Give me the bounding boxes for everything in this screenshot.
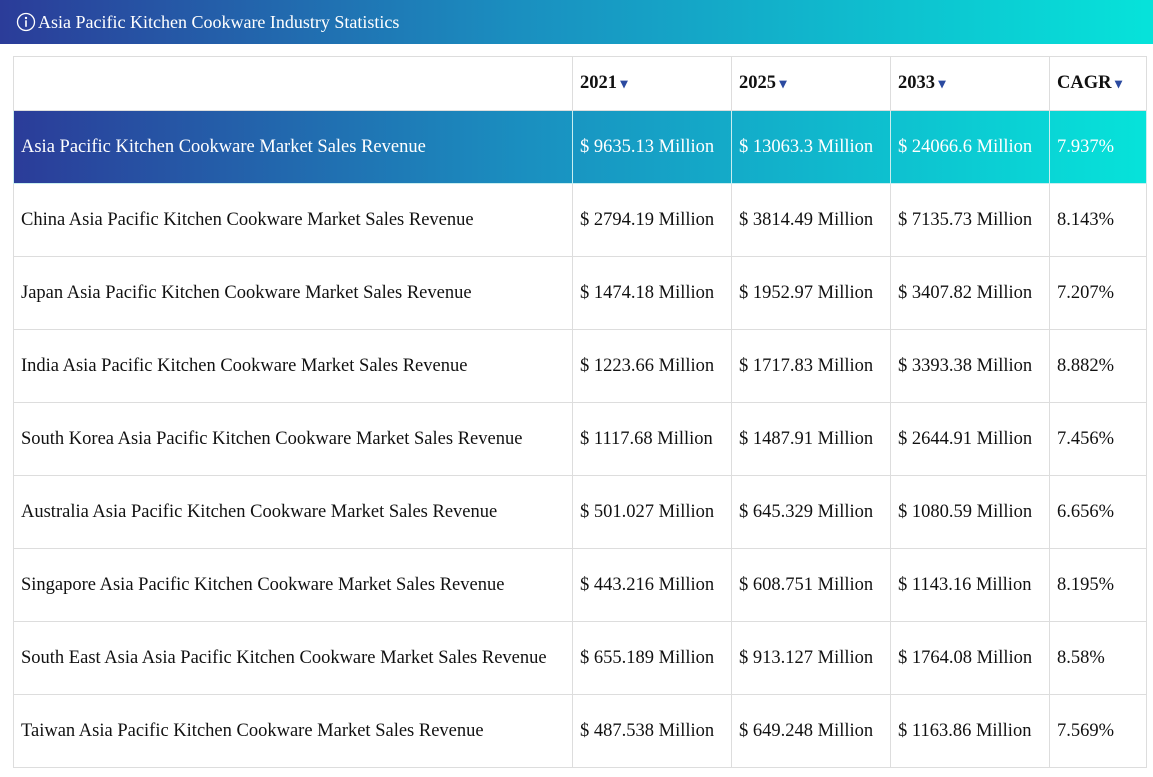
table-body: Asia Pacific Kitchen Cookware Market Sal… [13, 110, 1147, 768]
cell: 6.656% [1049, 475, 1147, 549]
cell: $ 501.027 Million [572, 475, 732, 549]
table-row: South Korea Asia Pacific Kitchen Cookwar… [13, 402, 1147, 476]
column-header[interactable]: 2025 [731, 56, 891, 111]
cell: $ 913.127 Million [731, 621, 891, 695]
title: Asia Pacific Kitchen Cookware Industry S… [38, 11, 400, 32]
cell: $ 24066.6 Million [890, 110, 1050, 184]
row-label: China Asia Pacific Kitchen Cookware Mark… [13, 183, 573, 257]
stats-table: 202120252033CAGR Asia Pacific Kitchen Co… [13, 56, 1147, 768]
cell: $ 1764.08 Million [890, 621, 1050, 695]
cell: 8.195% [1049, 548, 1147, 622]
row-label: Japan Asia Pacific Kitchen Cookware Mark… [13, 256, 573, 330]
cell: $ 1143.16 Million [890, 548, 1050, 622]
row-label: Taiwan Asia Pacific Kitchen Cookware Mar… [13, 694, 573, 768]
cell: $ 1163.86 Million [890, 694, 1050, 768]
cell: $ 3814.49 Million [731, 183, 891, 257]
cell: 8.882% [1049, 329, 1147, 403]
column-header[interactable]: CAGR [1049, 56, 1147, 111]
cell: $ 487.538 Million [572, 694, 732, 768]
header-row: 202120252033CAGR [13, 56, 1147, 111]
cell: 8.58% [1049, 621, 1147, 695]
header-cell [13, 56, 573, 111]
table-row: Australia Asia Pacific Kitchen Cookware … [13, 475, 1147, 549]
cell: $ 3393.38 Million [890, 329, 1050, 403]
cell: $ 13063.3 Million [731, 110, 891, 184]
cell: 8.143% [1049, 183, 1147, 257]
cell: $ 2794.19 Million [572, 183, 732, 257]
table-row: South East Asia Asia Pacific Kitchen Coo… [13, 621, 1147, 695]
table-row: Japan Asia Pacific Kitchen Cookware Mark… [13, 256, 1147, 330]
row-label: Asia Pacific Kitchen Cookware Market Sal… [13, 110, 573, 184]
cell: $ 1223.66 Million [572, 329, 732, 403]
cell: $ 645.329 Million [731, 475, 891, 549]
cell: $ 443.216 Million [572, 548, 732, 622]
table-row: China Asia Pacific Kitchen Cookware Mark… [13, 183, 1147, 257]
table-row: Asia Pacific Kitchen Cookware Market Sal… [13, 110, 1147, 184]
row-label: India Asia Pacific Kitchen Cookware Mark… [13, 329, 573, 403]
row-label: Singapore Asia Pacific Kitchen Cookware … [13, 548, 573, 622]
cell: $ 1080.59 Million [890, 475, 1050, 549]
cell: 7.569% [1049, 694, 1147, 768]
cell: $ 2644.91 Million [890, 402, 1050, 476]
table-row: Taiwan Asia Pacific Kitchen Cookware Mar… [13, 694, 1147, 768]
cell: 7.207% [1049, 256, 1147, 330]
cell: $ 1117.68 Million [572, 402, 732, 476]
table-row: Singapore Asia Pacific Kitchen Cookware … [13, 548, 1147, 622]
cell: $ 7135.73 Million [890, 183, 1050, 257]
column-header[interactable]: 2021 [572, 56, 732, 111]
row-label: South Korea Asia Pacific Kitchen Cookwar… [13, 402, 573, 476]
cell: 7.456% [1049, 402, 1147, 476]
cell: 7.937% [1049, 110, 1147, 184]
cell: $ 608.751 Million [731, 548, 891, 622]
info-icon[interactable] [16, 12, 36, 32]
table-row: India Asia Pacific Kitchen Cookware Mark… [13, 329, 1147, 403]
row-label: South East Asia Asia Pacific Kitchen Coo… [13, 621, 573, 695]
title-bar: Asia Pacific Kitchen Cookware Industry S… [0, 0, 1153, 44]
cell: $ 9635.13 Million [572, 110, 732, 184]
cell: $ 1717.83 Million [731, 329, 891, 403]
cell: $ 1952.97 Million [731, 256, 891, 330]
cell: $ 1487.91 Million [731, 402, 891, 476]
cell: $ 3407.82 Million [890, 256, 1050, 330]
cell: $ 655.189 Million [572, 621, 732, 695]
column-header[interactable]: 2033 [890, 56, 1050, 111]
row-label: Australia Asia Pacific Kitchen Cookware … [13, 475, 573, 549]
cell: $ 649.248 Million [731, 694, 891, 768]
cell: $ 1474.18 Million [572, 256, 732, 330]
